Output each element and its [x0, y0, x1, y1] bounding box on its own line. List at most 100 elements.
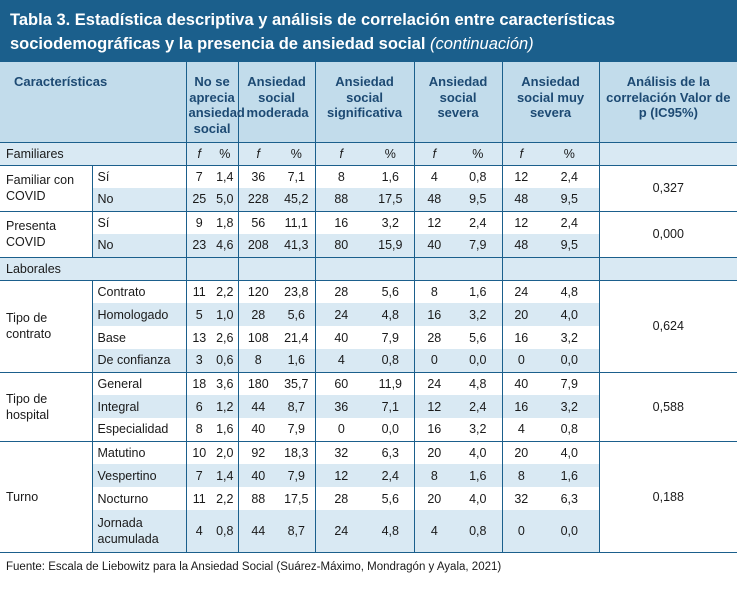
empty-cell [540, 256, 600, 280]
freq-cell: 16 [314, 210, 368, 234]
freq-cell: 20 [413, 440, 455, 464]
percent-cell: 4,0 [454, 440, 503, 464]
header-row: Características No se aprecia ansiedad s… [0, 62, 737, 142]
freq-cell: 12 [314, 464, 368, 487]
percent-cell: 0,8 [540, 418, 600, 441]
subcategory-label: No [91, 234, 187, 257]
category-label: Turno [0, 440, 92, 552]
freq-cell: 44 [237, 510, 279, 552]
subheader-pct: % [540, 141, 600, 165]
percent-cell: 5,6 [278, 303, 316, 326]
percent-cell: 1,6 [454, 279, 503, 303]
table-row: Presenta COVID Sí 9 1,8 56 11,1 16 3,2 12 2,4 12 2,… [0, 210, 737, 257]
table-row: De confianza 3 0,6 8 1,6 4 0,8 0 0,0 0 0,0 [0, 349, 737, 372]
percent-cell: 0,8 [212, 510, 239, 552]
freq-cell: 48 [501, 188, 541, 211]
freq-cell: 16 [413, 303, 455, 326]
subcategory-label: Jornada acumulada [91, 510, 187, 552]
percent-cell: 21,4 [278, 326, 316, 349]
percent-cell: 9,5 [540, 234, 600, 257]
percent-cell: 0,8 [454, 164, 503, 188]
percent-cell: 11,1 [278, 210, 316, 234]
table-row: Familiar con COVID Sí 7 1,4 36 7,1 8 1,6 4 0,8 12 2… [0, 164, 737, 211]
freq-cell: 20 [501, 303, 541, 326]
empty-cell [212, 256, 239, 280]
freq-cell: 25 [185, 188, 213, 211]
table-row: Jornada acumulada 4 0,8 44 8,7 24 4,8 4 0,8 0 0,0 [0, 510, 737, 552]
header-characteristics: Características [0, 62, 187, 142]
freq-cell: 11 [185, 487, 213, 510]
freq-cell: 48 [413, 188, 455, 211]
percent-cell: 0,0 [540, 510, 600, 552]
percent-cell: 18,3 [278, 440, 316, 464]
freq-cell: 4 [413, 510, 455, 552]
subheader-pct: % [278, 141, 316, 165]
percent-cell: 7,9 [540, 371, 600, 395]
empty-cell [314, 256, 368, 280]
percent-cell: 45,2 [278, 188, 316, 211]
section-row: Familiares f% f% f% f% f% [0, 141, 737, 165]
subheader-f: f [237, 141, 279, 165]
percent-cell: 3,2 [454, 303, 503, 326]
subcategory-label: De confianza [91, 349, 187, 372]
freq-cell: 180 [237, 371, 279, 395]
freq-cell: 4 [185, 510, 213, 552]
subcategory-label: Contrato [91, 279, 187, 303]
table-row: Tipo de hospital General 18 3,6 180 35,7 60 11,… [0, 371, 737, 441]
subcategory-label: Base [91, 326, 187, 349]
subcategory-label: Matutino [91, 440, 187, 464]
percent-cell: 7,9 [278, 418, 316, 441]
percent-cell: 9,5 [454, 188, 503, 211]
empty-cell [598, 256, 737, 280]
percent-cell: 9,5 [540, 188, 600, 211]
freq-cell: 7 [185, 164, 213, 188]
freq-cell: 12 [413, 395, 455, 418]
percent-cell: 4,8 [540, 279, 600, 303]
correlation-value: 0,588 [598, 371, 737, 441]
freq-cell: 108 [237, 326, 279, 349]
freq-cell: 16 [501, 326, 541, 349]
percent-cell: 7,1 [278, 164, 316, 188]
header-group-4: Ansiedad social severa [413, 62, 503, 142]
freq-cell: 44 [237, 395, 279, 418]
header-group-2: Ansiedad social moderada [237, 62, 316, 142]
freq-cell: 12 [501, 164, 541, 188]
empty-cell [367, 256, 415, 280]
freq-cell: 24 [314, 510, 368, 552]
freq-cell: 88 [314, 188, 368, 211]
table-row: Turno Matutino 10 2,0 92 18,3 32 6,3 20 4,0 20 4,0 0… [0, 440, 737, 552]
table-row: Base 13 2,6 108 21,4 40 7,9 28 5,6 16 3,2 [0, 326, 737, 349]
freq-cell: 20 [413, 487, 455, 510]
subcategory-label: Homologado [91, 303, 187, 326]
table-row: Nocturno 11 2,2 88 17,5 28 5,6 20 4,0 32 6,3 [0, 487, 737, 510]
table-title-main: Tabla 3. Estadística descriptiva y análi… [10, 11, 615, 53]
empty-cell [237, 256, 279, 280]
freq-cell: 20 [501, 440, 541, 464]
header-group-1: No se aprecia ansiedad social [185, 62, 245, 142]
freq-cell: 0 [501, 349, 541, 372]
percent-cell: 6,3 [540, 487, 600, 510]
subcategory-label: Sí [91, 164, 187, 188]
table-row: Homologado 5 1,0 28 5,6 24 4,8 16 3,2 20 4,0 [0, 303, 737, 326]
table-row: No 23 4,6 208 41,3 80 15,9 40 7,9 48 9,5 [0, 234, 737, 257]
subheader-pct: % [212, 141, 239, 165]
percent-cell: 5,6 [454, 326, 503, 349]
subheader-f: f [413, 141, 455, 165]
percent-cell: 3,6 [212, 371, 239, 395]
percent-cell: 17,5 [367, 188, 415, 211]
freq-cell: 24 [501, 279, 541, 303]
percent-cell: 7,9 [278, 464, 316, 487]
percent-cell: 1,6 [454, 464, 503, 487]
percent-cell: 0,0 [540, 349, 600, 372]
empty-cell [501, 256, 541, 280]
freq-cell: 6 [185, 395, 213, 418]
percent-cell: 8,7 [278, 395, 316, 418]
freq-cell: 8 [413, 464, 455, 487]
percent-cell: 5,6 [367, 487, 415, 510]
percent-cell: 11,9 [367, 371, 415, 395]
percent-cell: 35,7 [278, 371, 316, 395]
freq-cell: 24 [413, 371, 455, 395]
percent-cell: 4,8 [367, 303, 415, 326]
table-title: Tabla 3. Estadística descriptiva y análi… [0, 0, 737, 62]
freq-cell: 228 [237, 188, 279, 211]
